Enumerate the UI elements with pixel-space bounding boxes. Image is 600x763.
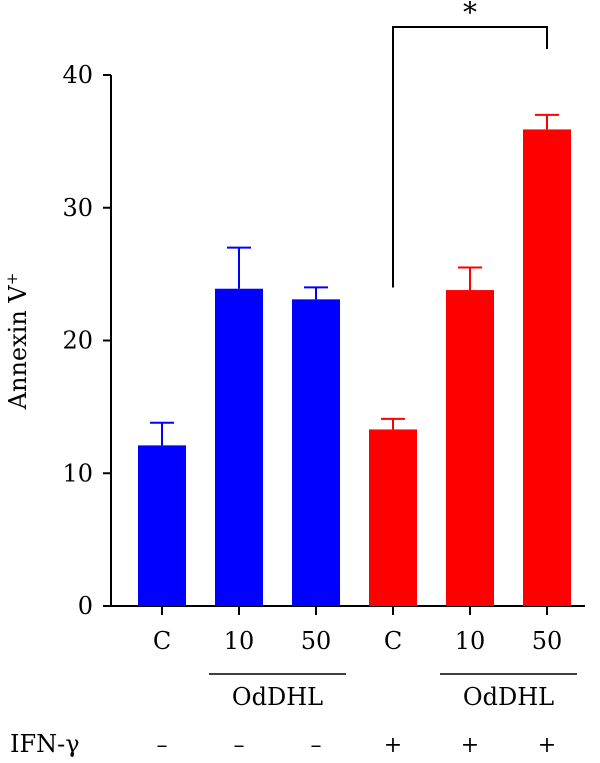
x-tick-label: 50 bbox=[532, 627, 563, 655]
y-tick-label: 0 bbox=[78, 592, 93, 620]
ifn-gamma-row: – – – + + + bbox=[157, 733, 557, 758]
ifn-gamma-value: + bbox=[461, 733, 479, 758]
group-label: OdDHL bbox=[232, 683, 323, 711]
error-bars bbox=[150, 113, 559, 446]
bar bbox=[369, 429, 417, 606]
x-tick-label: C bbox=[384, 627, 402, 655]
significance-bracket: * bbox=[392, 0, 548, 288]
y-axis-label-superscript: + bbox=[3, 273, 21, 286]
bars bbox=[138, 129, 571, 607]
bar bbox=[523, 129, 571, 607]
x-tick-label: C bbox=[153, 627, 171, 655]
x-tick-label: 50 bbox=[301, 627, 332, 655]
group-label: OdDHL bbox=[463, 683, 554, 711]
y-tick-label: 20 bbox=[62, 327, 93, 355]
error-bar bbox=[381, 417, 405, 430]
y-tick-label: 40 bbox=[62, 61, 93, 89]
ifn-gamma-value: – bbox=[157, 733, 168, 758]
ifn-gamma-value: + bbox=[538, 733, 556, 758]
significance-star: * bbox=[463, 0, 477, 29]
ifn-gamma-value: – bbox=[311, 733, 322, 758]
y-axis-label: Annexin V+ bbox=[3, 273, 32, 411]
bar bbox=[138, 445, 186, 606]
x-tick-label: 10 bbox=[455, 627, 486, 655]
error-bar bbox=[227, 246, 251, 289]
group-labels: OdDHL OdDHL bbox=[209, 673, 577, 711]
bar bbox=[446, 290, 494, 606]
bar bbox=[292, 299, 340, 606]
ifn-gamma-value: – bbox=[234, 733, 245, 758]
x-tick-label: 10 bbox=[224, 627, 255, 655]
ifn-gamma-label: IFN-γ bbox=[10, 730, 80, 758]
error-bar bbox=[304, 286, 328, 300]
bar bbox=[215, 288, 263, 606]
error-bar bbox=[535, 113, 559, 130]
error-bar bbox=[458, 266, 482, 291]
y-tick-label: 10 bbox=[62, 459, 93, 487]
y-tick-label: 30 bbox=[62, 194, 93, 222]
bracket-line bbox=[392, 26, 548, 288]
error-bar bbox=[150, 421, 174, 446]
x-tick-labels: C 10 50 C 10 50 bbox=[153, 606, 562, 655]
y-ticks: 0 10 20 30 40 bbox=[62, 61, 111, 620]
ifn-gamma-value: + bbox=[384, 733, 402, 758]
